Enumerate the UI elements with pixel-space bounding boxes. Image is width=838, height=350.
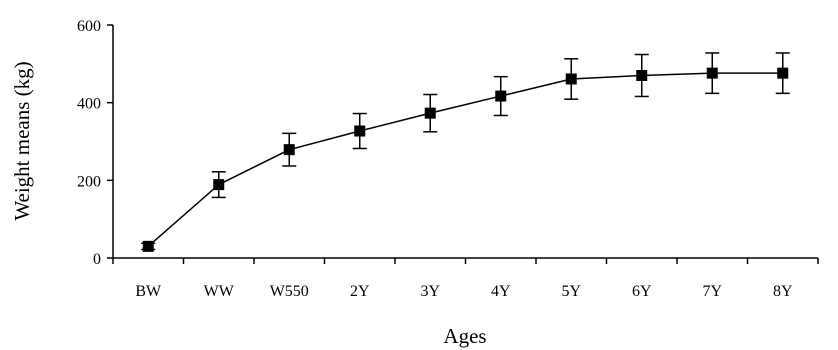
x-tick-label: 3Y (420, 283, 440, 300)
data-point-marker (636, 69, 648, 81)
data-point-marker (283, 144, 295, 156)
x-tick-label: 6Y (632, 283, 652, 300)
y-tick-label: 200 (77, 173, 101, 190)
data-point-marker (565, 73, 577, 85)
x-tick-label: W550 (270, 283, 309, 300)
data-point-marker (777, 67, 789, 79)
y-tick-label: 0 (93, 251, 101, 268)
x-tick-label: 5Y (561, 283, 581, 300)
x-tick-label: 2Y (350, 283, 370, 300)
x-axis-title: Ages (443, 324, 486, 348)
y-ticks: 0 200 400 600 (77, 18, 113, 268)
data-point-marker (354, 125, 366, 137)
data-point-marker (424, 107, 436, 119)
data-point-marker (706, 67, 718, 79)
data-point-marker (495, 90, 507, 102)
x-tick-label: BW (135, 283, 162, 300)
x-tick-label: 4Y (491, 283, 511, 300)
y-tick-label: 400 (77, 96, 101, 113)
x-tick-label: 7Y (702, 283, 722, 300)
y-tick-label: 600 (77, 18, 101, 35)
x-ticks: BW WW W550 2Y 3Y 4Y 5Y 6Y 7Y 8Y (112, 258, 819, 300)
x-tick-label: WW (204, 283, 235, 300)
series (141, 52, 790, 252)
data-point-marker (142, 240, 154, 252)
series-line (147, 72, 783, 247)
y-axis-title: Weight means (kg) (10, 61, 34, 220)
x-tick-label: 8Y (773, 283, 793, 300)
data-point-marker (213, 179, 225, 191)
